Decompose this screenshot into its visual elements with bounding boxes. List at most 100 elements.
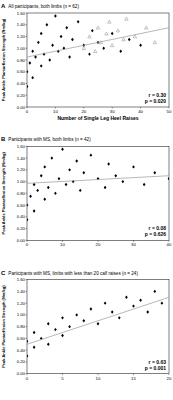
- x-tick-label: 20: [81, 109, 86, 114]
- plot-frame: [27, 280, 169, 374]
- triangle-point: [153, 41, 156, 44]
- diamond-point: [27, 203, 28, 206]
- diamond-point: [139, 299, 142, 302]
- subtitle: All participants, both limbs (n = 62): [8, 4, 79, 9]
- annotation: p = 0.626: [145, 231, 166, 237]
- y-tick-label: 0.20: [17, 93, 26, 98]
- diamond-point: [34, 55, 37, 58]
- subtitle: Participants with MS, both limbs (n = 42…: [8, 137, 91, 142]
- diamond-point: [27, 354, 28, 357]
- diamond-point: [68, 55, 71, 58]
- panel: CParticipants with MS, limbs with less t…: [1, 270, 172, 381]
- x-tick-label: 10: [60, 242, 65, 247]
- plot-frame: [27, 146, 169, 240]
- diamond-point: [60, 35, 63, 38]
- diamond-point: [65, 26, 68, 29]
- x-tick-label: 20: [96, 242, 101, 247]
- diamond-point: [97, 322, 100, 325]
- diamond-point: [40, 64, 43, 67]
- y-tick: [26, 71, 28, 72]
- diamond-point: [111, 310, 114, 313]
- y-tick: [26, 326, 28, 327]
- y-tick-label: 1.60: [17, 144, 26, 149]
- x-tick-label: 40: [138, 109, 143, 114]
- diamond-point: [143, 183, 146, 186]
- panel-heading: CParticipants with MS, limbs with less t…: [1, 270, 138, 276]
- x-tick-label: 40: [167, 242, 172, 247]
- y-tick-label: 0.40: [17, 81, 26, 86]
- diamond-point: [65, 183, 68, 186]
- y-tick: [26, 158, 28, 159]
- plot-frame: [27, 13, 169, 107]
- y-tick: [26, 361, 28, 362]
- y-tick: [26, 291, 28, 292]
- y-tick-label: 0.80: [17, 324, 26, 329]
- y-tick-label: 1.40: [17, 289, 26, 294]
- diamond-point: [139, 44, 142, 47]
- diamond-point: [54, 192, 57, 195]
- annotation: p = 0.001: [145, 365, 166, 371]
- diamond-point: [37, 41, 40, 44]
- diamond-point: [104, 186, 107, 189]
- diamond-point: [50, 156, 53, 159]
- triangle-point: [88, 35, 91, 38]
- x-tick-label: 50: [167, 109, 172, 114]
- triangle-point: [111, 44, 114, 47]
- plot-area: [27, 14, 169, 88]
- diamond-point: [51, 44, 54, 47]
- triangle-point: [93, 49, 96, 52]
- diamond-point: [118, 316, 121, 319]
- y-tick-label: 0.60: [17, 69, 26, 74]
- diamond-point: [119, 49, 122, 52]
- y-tick-label: 0.60: [17, 336, 26, 341]
- y-tick-label: 0.40: [17, 214, 26, 219]
- y-tick-label: 0.40: [17, 348, 26, 353]
- diamond-point: [54, 14, 57, 17]
- y-tick: [26, 338, 28, 339]
- diamond-point: [27, 218, 28, 221]
- diamond-point: [71, 38, 74, 41]
- y-tick-label: 0.00: [17, 238, 26, 243]
- diamond-point: [43, 165, 46, 168]
- diamond-point: [43, 52, 46, 55]
- diamond-point: [47, 343, 50, 346]
- diamond-point: [75, 313, 78, 316]
- diamond-point: [121, 180, 124, 183]
- triangle-point: [116, 29, 119, 32]
- y-tick: [26, 279, 28, 280]
- diamond-point: [168, 177, 169, 180]
- trend-line: [27, 297, 169, 344]
- diamond-point: [47, 186, 50, 189]
- y-tick-label: 0.20: [17, 226, 26, 231]
- y-tick: [26, 48, 28, 49]
- diamond-point: [61, 334, 64, 337]
- diamond-point: [88, 52, 91, 55]
- diamond-point: [27, 85, 28, 88]
- y-tick-label: 1.60: [17, 11, 26, 16]
- diamond-point: [29, 195, 32, 198]
- diamond-point: [57, 49, 60, 52]
- x-tick-label: 10: [96, 376, 101, 381]
- y-tick: [26, 216, 28, 217]
- y-tick-label: 1.00: [17, 312, 26, 317]
- triangle-point: [105, 32, 108, 35]
- y-tick: [26, 13, 28, 14]
- y-tick: [26, 95, 28, 96]
- y-tick: [26, 107, 28, 108]
- diamond-point: [27, 70, 28, 73]
- diamond-point: [33, 331, 36, 334]
- diamond-point: [125, 296, 128, 299]
- panel-letter: B: [1, 136, 6, 142]
- x-axis-label: Number of Single Leg Heel Raises: [57, 115, 138, 121]
- diamond-point: [153, 290, 156, 293]
- y-tick: [26, 303, 28, 304]
- y-tick: [26, 169, 28, 170]
- diamond-point: [132, 165, 135, 168]
- diamond-point: [72, 180, 75, 183]
- triangle-point: [125, 17, 128, 20]
- triangle-point: [108, 20, 111, 23]
- y-axis-label: Peak Ankle Plantarflexion Strength (Nm/k…: [1, 285, 6, 368]
- panel-heading: AAll participants, both limbs (n = 62): [1, 3, 79, 9]
- panel-heading: BParticipants with MS, both limbs (n = 4…: [1, 136, 91, 142]
- y-tick: [26, 83, 28, 84]
